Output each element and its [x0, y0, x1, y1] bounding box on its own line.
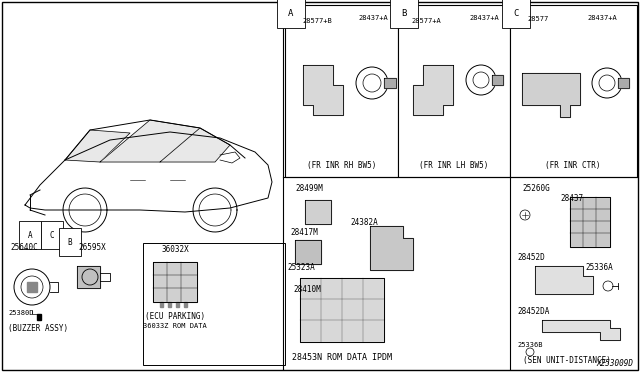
- Text: 36033Z ROM DATA: 36033Z ROM DATA: [143, 323, 207, 329]
- Polygon shape: [492, 75, 503, 85]
- Polygon shape: [176, 302, 179, 307]
- Text: 28452DA: 28452DA: [517, 308, 549, 317]
- Polygon shape: [535, 266, 593, 294]
- Text: 24382A: 24382A: [350, 218, 378, 227]
- Text: 25323A: 25323A: [287, 263, 315, 273]
- Text: (SEN UNIT-DISTANCE): (SEN UNIT-DISTANCE): [523, 356, 611, 365]
- Polygon shape: [77, 266, 100, 288]
- Polygon shape: [522, 73, 580, 117]
- Text: 28452D: 28452D: [517, 253, 545, 263]
- Text: (FR INR RH BW5): (FR INR RH BW5): [307, 160, 377, 170]
- Bar: [510, 5, 637, 177]
- Text: 28577+B: 28577+B: [302, 18, 332, 24]
- Polygon shape: [100, 120, 200, 162]
- Polygon shape: [542, 320, 620, 340]
- Text: 28499M: 28499M: [295, 183, 323, 192]
- Polygon shape: [384, 78, 396, 88]
- Text: 25260G: 25260G: [522, 183, 550, 192]
- Text: 28453N ROM DATA IPDM: 28453N ROM DATA IPDM: [292, 353, 392, 362]
- Text: 25380D: 25380D: [8, 310, 33, 316]
- Text: 28437+A: 28437+A: [587, 15, 617, 21]
- Text: 28577: 28577: [527, 16, 548, 22]
- Polygon shape: [184, 302, 187, 307]
- Text: 28437: 28437: [560, 193, 583, 202]
- Polygon shape: [168, 302, 171, 307]
- Text: C: C: [513, 9, 518, 17]
- Polygon shape: [153, 262, 197, 302]
- Circle shape: [14, 269, 50, 305]
- Text: (FR INR CTR): (FR INR CTR): [545, 160, 601, 170]
- Text: X253009D: X253009D: [596, 359, 633, 369]
- Polygon shape: [305, 200, 331, 224]
- Text: 28437+A: 28437+A: [469, 15, 499, 21]
- Polygon shape: [413, 65, 453, 115]
- Text: B: B: [401, 9, 406, 17]
- Polygon shape: [295, 240, 321, 264]
- Polygon shape: [37, 314, 41, 320]
- Text: 28437+A: 28437+A: [358, 15, 388, 21]
- Bar: [285, 5, 398, 177]
- Text: (BUZZER ASSY): (BUZZER ASSY): [8, 324, 68, 333]
- Text: 28410M: 28410M: [293, 285, 321, 295]
- Text: (ECU PARKING): (ECU PARKING): [145, 311, 205, 321]
- Polygon shape: [300, 278, 384, 342]
- Bar: [398, 5, 510, 177]
- Polygon shape: [160, 128, 230, 162]
- Polygon shape: [570, 197, 610, 247]
- Text: 25336B: 25336B: [517, 342, 543, 348]
- Polygon shape: [618, 78, 629, 88]
- Text: 28577+A: 28577+A: [411, 18, 441, 24]
- Polygon shape: [27, 282, 37, 292]
- Bar: [143, 243, 285, 365]
- Text: A: A: [28, 231, 32, 240]
- Text: 28417M: 28417M: [290, 228, 317, 237]
- Text: B: B: [68, 237, 72, 247]
- Text: 36032X: 36032X: [161, 246, 189, 254]
- Polygon shape: [370, 226, 413, 270]
- Polygon shape: [65, 130, 130, 162]
- Polygon shape: [303, 65, 343, 115]
- Polygon shape: [160, 302, 163, 307]
- Text: 26595X: 26595X: [78, 244, 106, 253]
- Text: 25336A: 25336A: [585, 263, 612, 273]
- Text: C: C: [50, 231, 54, 240]
- Text: (FR INR LH BW5): (FR INR LH BW5): [419, 160, 489, 170]
- Text: A: A: [288, 9, 294, 17]
- Text: 25640C: 25640C: [10, 244, 38, 253]
